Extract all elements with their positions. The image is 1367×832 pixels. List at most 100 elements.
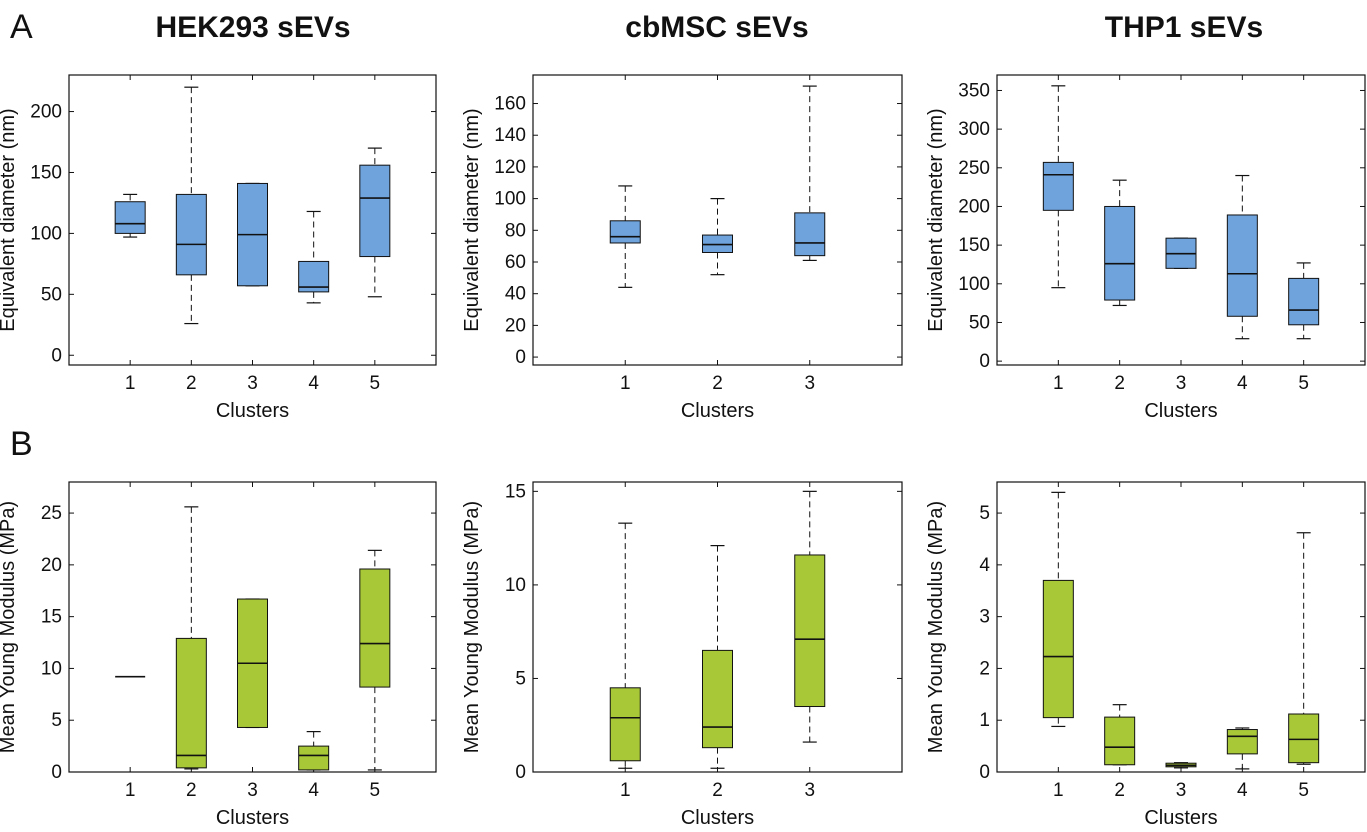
x-tick-label: 5 [1298,373,1309,394]
x-tick-label: 1 [620,780,631,801]
y-tick-label: 200 [30,102,62,123]
box-cluster-3 [237,598,268,729]
chart-b-2: 0 5 10 15 1 2 3 Clusters Mean Young Modulus (MPa… [461,481,903,829]
box-cluster-3 [237,182,268,287]
panel-letter-b: B [10,425,33,463]
box-iqr [114,201,146,234]
y-tick-label: 40 [505,284,526,305]
x-axis-label: Clusters [216,400,289,422]
y-tick-label: 1 [979,710,990,731]
y-tick-label: 15 [41,607,62,628]
y-tick-label: 50 [969,312,990,333]
x-tick-label: 2 [712,373,723,394]
x-axis-label: Clusters [681,400,754,422]
box-cluster-2 [702,545,733,769]
y-tick-label: 4 [979,555,990,576]
box-cluster-3 [1165,762,1197,769]
box-iqr [1042,579,1074,719]
y-tick-label: 50 [41,284,62,305]
y-tick-label: 5 [515,668,526,689]
box-iqr [175,637,207,769]
box-cluster-2 [702,198,733,276]
panel-letter-a: A [10,8,33,46]
box-iqr [1226,729,1258,755]
column-title-hek293: HEK293 sEVs [155,11,350,44]
x-tick-label: 1 [125,780,136,801]
x-tick-label: 5 [370,780,381,801]
chart-b-3: 0 1 2 3 4 5 1 2 3 4 5 Clusters Mean Young Modulus (M… [925,481,1366,829]
column-title-cbmsc: cbMSC sEVs [625,11,808,44]
x-tick-label: 5 [370,373,381,394]
y-tick-label: 5 [979,503,990,524]
x-axis-label: Clusters [216,807,289,829]
box-cluster-1 [1042,491,1074,728]
y-axis-label: Equivalent diameter (nm) [925,108,947,331]
x-tick-label: 3 [247,373,258,394]
box-iqr [702,649,733,749]
box-cluster-4 [1226,727,1258,770]
box-iqr [1288,277,1320,326]
y-tick-label: 0 [51,762,62,783]
chart-a-2: 0 20 40 60 80 100 120 140 160 1 2 3 Clusters Equivale… [461,74,903,422]
x-tick-label: 1 [1053,373,1064,394]
box-cluster-3 [1165,237,1197,269]
y-tick-label: 100 [30,223,62,244]
x-tick-label: 3 [247,780,258,801]
box-cluster-1 [609,522,641,769]
y-tick-label: 100 [494,189,526,210]
y-axis-label: Mean Young Modulus (MPa) [461,501,483,753]
x-tick-label: 4 [1237,780,1248,801]
box-iqr [175,193,207,276]
box-cluster-4 [1226,174,1258,340]
box-iqr [1104,205,1136,301]
box-iqr [1042,161,1074,211]
x-tick-label: 1 [1053,780,1064,801]
box-iqr [1104,716,1136,766]
box-cluster-4 [298,210,330,304]
x-tick-label: 5 [1298,780,1309,801]
y-tick-label: 350 [958,80,990,101]
box-cluster-2 [1104,179,1136,307]
x-tick-label: 2 [1114,780,1125,801]
y-tick-label: 2 [979,658,990,679]
y-tick-label: 15 [505,481,526,502]
y-tick-label: 200 [958,196,990,217]
box-iqr [794,554,826,708]
box-iqr [794,212,826,257]
x-axis-label: Clusters [1144,807,1217,829]
chart-a-3: 0 50 100 150 200 250 300 350 1 2 3 4 5 Clusters Equiva… [925,74,1366,422]
box-cluster-5 [1288,532,1320,765]
box-cluster-5 [359,549,391,771]
box-iqr [359,568,391,688]
y-tick-label: 300 [958,119,990,140]
x-tick-label: 2 [1114,373,1125,394]
box-cluster-4 [298,731,330,771]
x-tick-label: 1 [125,373,136,394]
y-tick-label: 0 [515,762,526,783]
y-tick-label: 20 [41,555,62,576]
x-tick-label: 4 [308,373,319,394]
y-tick-label: 0 [979,762,990,783]
y-tick-label: 10 [41,658,62,679]
x-axis-label: Clusters [681,807,754,829]
y-tick-label: 25 [41,503,62,524]
x-tick-label: 3 [1176,373,1187,394]
y-tick-label: 150 [30,162,62,183]
column-title-thp1: THP1 sEVs [1105,11,1263,44]
x-tick-label: 3 [1176,780,1187,801]
box-cluster-5 [1288,262,1320,340]
y-tick-label: 10 [505,575,526,596]
box-iqr [609,220,641,244]
box-cluster-2 [1104,704,1136,766]
box-cluster-1 [114,193,146,238]
y-tick-label: 100 [958,274,990,295]
x-tick-label: 2 [186,780,197,801]
box-cluster-3 [794,490,826,743]
x-tick-label: 4 [1237,373,1248,394]
chart-b-1: 0 5 10 15 20 25 1 2 3 4 5 Clusters Mean Young Modulu… [0,481,437,829]
y-axis-label: Equivalent diameter (nm) [461,108,483,331]
box-cluster-5 [359,147,391,298]
box-iqr [1288,713,1320,764]
